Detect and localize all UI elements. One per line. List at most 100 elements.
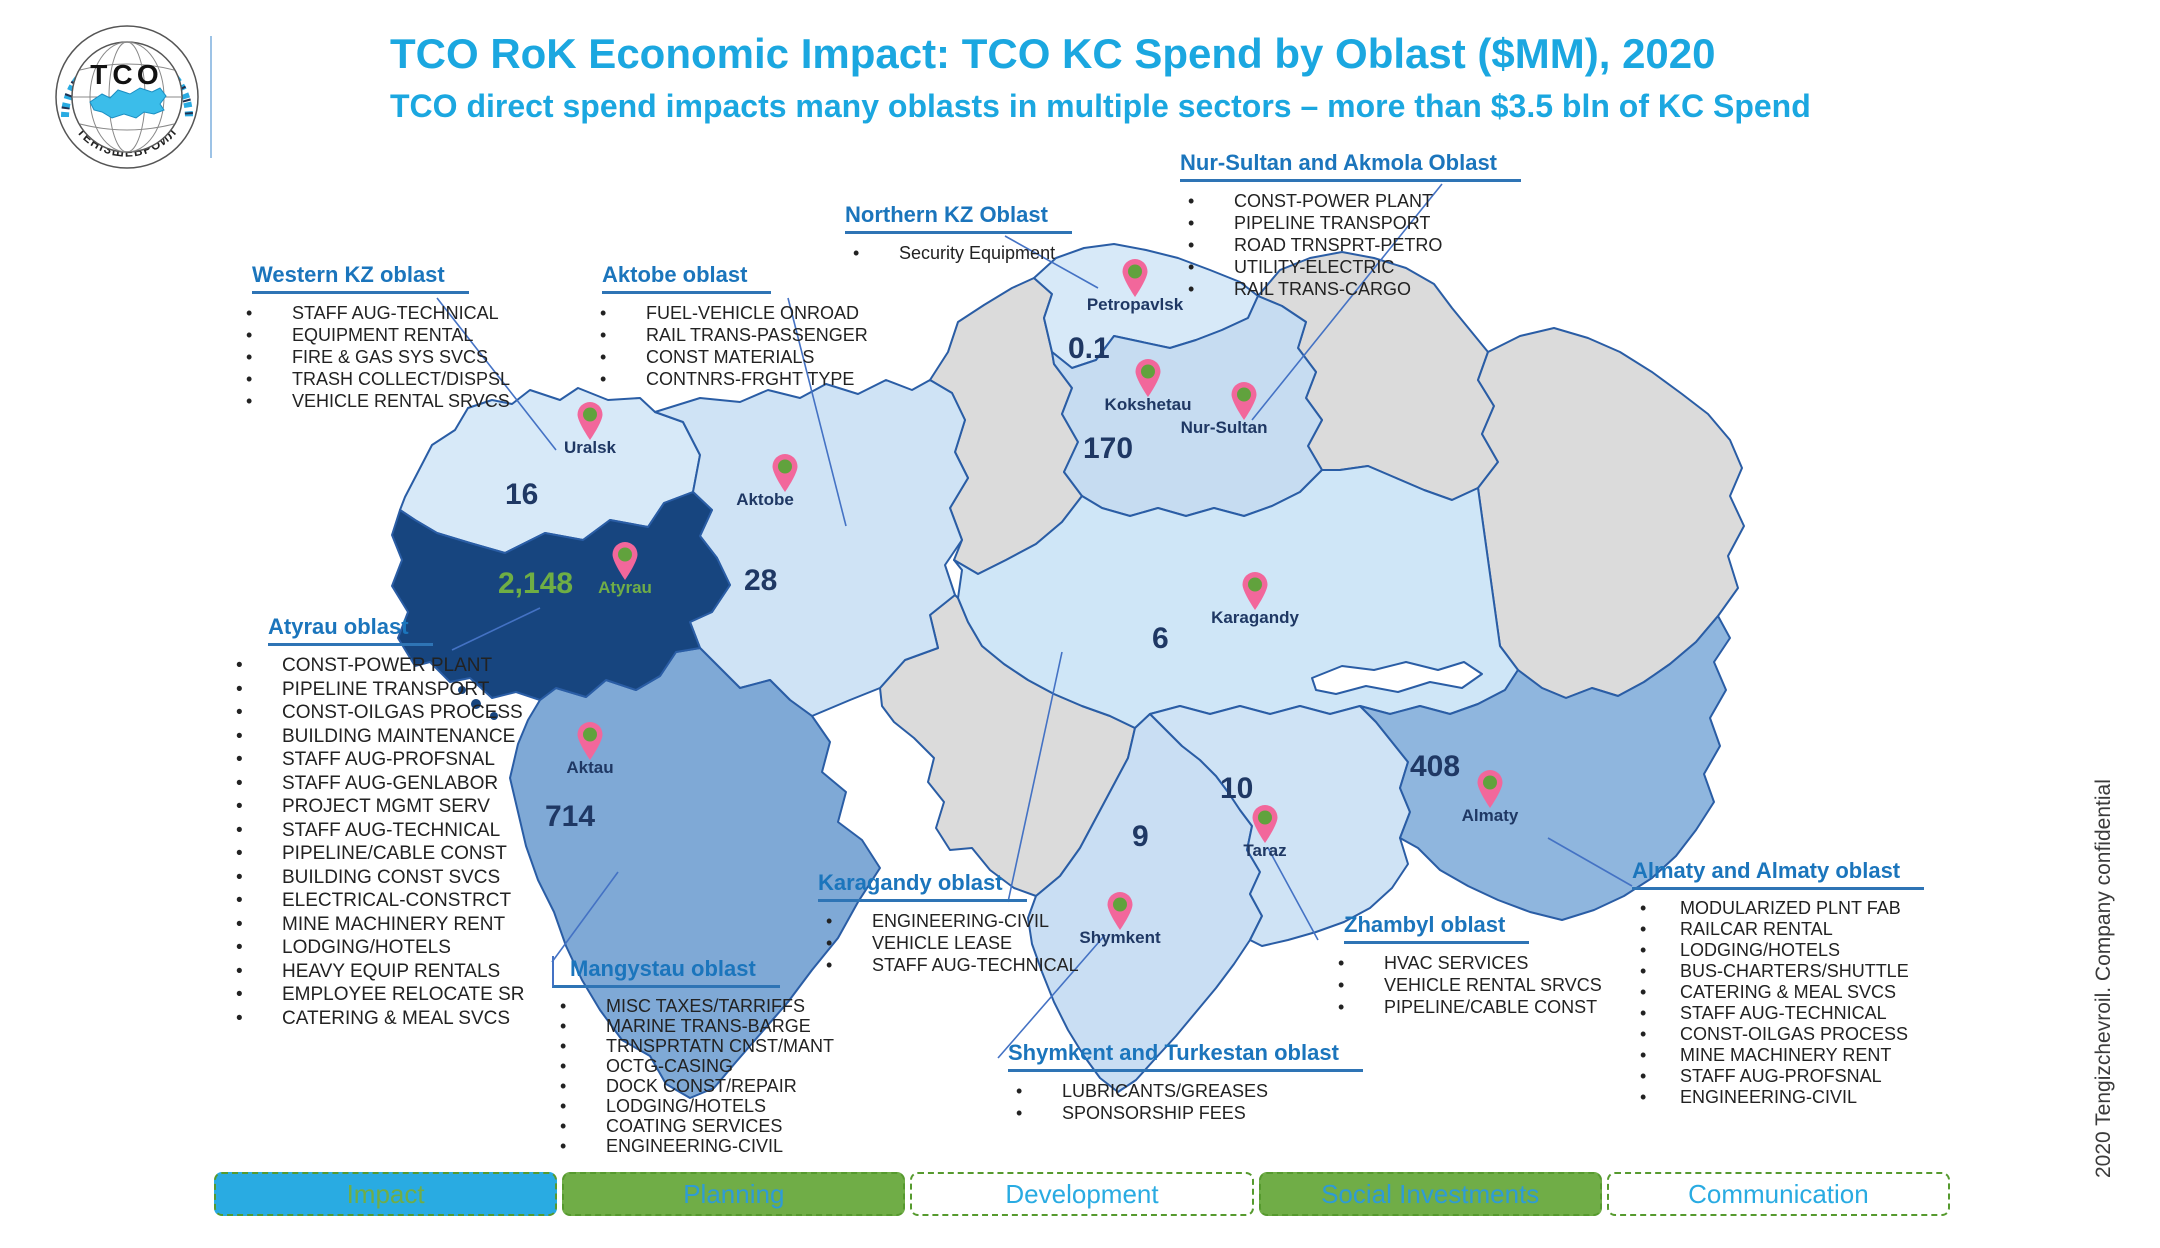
sector-item: COATING SERVICES <box>552 1116 892 1136</box>
sector-item: CONST-POWER PLANT <box>1180 190 1520 212</box>
sector-item: EMPLOYEE RELOCATE SR <box>228 983 568 1007</box>
map-pin-nur-sultan: Nur-Sultan <box>1181 381 1267 438</box>
city-label: Atyrau <box>598 578 652 597</box>
sector-item: ROAD TRNSPRT-PETRO <box>1180 234 1520 256</box>
location-pin-icon <box>577 402 603 440</box>
sector-item: RAIL TRANS-PASSENGER <box>592 324 932 346</box>
map-pin-kokshetau: Kokshetau <box>1105 358 1191 415</box>
spend-value-aktobe: 28 <box>744 564 778 597</box>
map-pin-almaty: Almaty <box>1462 769 1518 826</box>
sector-item: HVAC SERVICES <box>1330 952 1670 974</box>
sector-item: MINE MACHINERY RENT <box>1632 1045 1972 1066</box>
page-title: TCO RoK Economic Impact: TCO KC Spend by… <box>390 30 1716 77</box>
sector-item: CATERING & MEAL SVCS <box>228 1007 568 1031</box>
sector-item: MARINE TRANS-BARGE <box>552 1016 892 1036</box>
sector-item: VEHICLE LEASE <box>818 932 1158 954</box>
callout-karagandy: Karagandy oblast ENGINEERING-CIVILVEHICL… <box>818 870 1158 976</box>
tco-logo: ТЕНІЗШЕВРОЙЛ ТСО <box>55 25 199 169</box>
sector-item: STAFF AUG-TECHNICAL <box>238 302 578 324</box>
spend-value-karagandy: 6 <box>1152 622 1169 655</box>
sector-item: OCTG-CASING <box>552 1056 892 1076</box>
sector-list-mangystau: MISC TAXES/TARRIFFSMARINE TRANS-BARGETRN… <box>552 996 892 1156</box>
sector-list-western-kz: STAFF AUG-TECHNICALEQUIPMENT RENTALFIRE … <box>238 302 578 412</box>
sector-list-aktobe: FUEL-VEHICLE ONROADRAIL TRANS-PASSENGERC… <box>592 302 932 390</box>
sector-item: ENGINEERING-CIVIL <box>818 910 1158 932</box>
sector-item: LODGING/HOTELS <box>228 936 568 960</box>
logo-acronym: ТСО <box>90 59 163 90</box>
callout-title-nursultan-akmola: Nur-Sultan and Akmola Oblast <box>1180 150 1522 182</box>
callout-title-karagandy: Karagandy oblast <box>818 870 1027 902</box>
callout-title-aktobe: Aktobe oblast <box>602 262 772 294</box>
header-divider <box>210 36 212 158</box>
sector-list-northern-kz: Security Equipment <box>845 242 1185 264</box>
sector-item: CONTNRS-FRGHT TYPE <box>592 368 932 390</box>
sector-item: EQUIPMENT RENTAL <box>238 324 578 346</box>
callout-title-almaty: Almaty and Almaty oblast <box>1632 858 1925 890</box>
location-pin-icon <box>772 454 798 492</box>
map-pin-aktobe: Aktobe <box>736 453 800 510</box>
spend-value-almaty: 408 <box>1410 750 1461 783</box>
spend-value-western-kz: 16 <box>505 478 539 511</box>
confidential-note: 2020 Tengizchevroil. Company confidentia… <box>2092 779 2115 1178</box>
sector-list-shymkent-turkestan: LUBRICANTS/GREASESSPONSORSHIP FEES <box>1008 1080 1348 1124</box>
spend-value-mangystau: 714 <box>545 800 596 833</box>
map-pin-karagandy: Karagandy <box>1211 571 1299 628</box>
tab-social-investments[interactable]: Social Investments <box>1258 1172 1602 1216</box>
sector-item: ELECTRICAL-CONSTRCT <box>228 889 568 913</box>
oblast-almaty <box>1359 615 1731 921</box>
oblast-zhambyl <box>1149 705 1411 947</box>
sector-item: FIRE & GAS SYS SVCS <box>238 346 578 368</box>
sector-item: PIPELINE/CABLE CONST <box>1330 996 1670 1018</box>
tab-communication[interactable]: Communication <box>1606 1172 1951 1216</box>
sector-item: UTILITY-ELECTRIC <box>1180 256 1520 278</box>
bottom-nav: Impact Planning Development Social Inves… <box>214 1172 1951 1216</box>
sector-item: CONST-OILGAS PROCESS <box>228 701 568 725</box>
sector-item: BUS-CHARTERS/SHUTTLE <box>1632 961 1972 982</box>
sector-item: VEHICLE RENTAL SRVCS <box>1330 974 1670 996</box>
callout-zhambyl: Zhambyl oblast HVAC SERVICESVEHICLE RENT… <box>1330 912 1670 1018</box>
callout-northern-kz: Northern KZ Oblast Security Equipment <box>845 202 1185 264</box>
callout-western-kz: Western KZ oblast STAFF AUG-TECHNICALEQU… <box>238 262 578 412</box>
location-pin-icon <box>1122 259 1148 297</box>
city-label: Petropavlsk <box>1086 295 1184 314</box>
callout-title-northern-kz: Northern KZ Oblast <box>845 202 1072 234</box>
sector-item: BUILDING CONST SVCS <box>228 866 568 890</box>
sector-item: RAIL TRANS-CARGO <box>1180 278 1520 300</box>
sector-item: STAFF AUG-TECHNICAL <box>228 819 568 843</box>
city-label: Uralsk <box>564 438 616 457</box>
sector-item: RAILCAR RENTAL <box>1632 919 1972 940</box>
sector-item: CONST MATERIALS <box>592 346 932 368</box>
oblast-akmola <box>1051 295 1323 517</box>
location-pin-icon <box>1252 805 1278 843</box>
sector-item: LUBRICANTS/GREASES <box>1008 1080 1348 1102</box>
callout-atyrau: Atyrau oblast CONST-POWER PLANTPIPELINE … <box>228 614 568 1030</box>
tab-impact[interactable]: Impact <box>214 1172 558 1216</box>
sector-item: PIPELINE/CABLE CONST <box>228 842 568 866</box>
callout-mangystau: Mangystau oblast MISC TAXES/TARRIFFSMARI… <box>552 956 892 1156</box>
sector-item: SPONSORSHIP FEES <box>1008 1102 1348 1124</box>
sector-item: LODGING/HOTELS <box>552 1096 892 1116</box>
location-pin-icon <box>1135 359 1161 397</box>
spend-value-northern-kz: 0.1 <box>1068 332 1110 365</box>
map-pin-taraz: Taraz <box>1243 804 1287 861</box>
spend-value-akmola: 170 <box>1083 432 1134 465</box>
callout-aktobe: Aktobe oblast FUEL-VEHICLE ONROADRAIL TR… <box>592 262 932 390</box>
lake-balkhash <box>1311 661 1483 695</box>
sector-item: MINE MACHINERY RENT <box>228 913 568 937</box>
tab-development[interactable]: Development <box>910 1172 1254 1216</box>
callout-connector-lines <box>436 183 1633 1059</box>
sector-item: PIPELINE TRANSPORT <box>1180 212 1520 234</box>
map-pin-aktau: Aktau <box>566 721 614 778</box>
city-label: Almaty <box>1461 806 1519 825</box>
tab-planning[interactable]: Planning <box>562 1172 906 1216</box>
sector-item: PIPELINE TRANSPORT <box>228 678 568 702</box>
callout-title-western-kz: Western KZ oblast <box>252 262 469 294</box>
spend-value-atyrau: 2,148 <box>498 567 574 600</box>
location-pin-icon <box>1107 892 1133 930</box>
city-label: Karagandy <box>1211 608 1299 627</box>
callout-almaty: Almaty and Almaty oblast MODULARIZED PLN… <box>1632 858 1972 1108</box>
callout-shymkent-turkestan: Shymkent and Turkestan oblast LUBRICANTS… <box>1008 1040 1363 1124</box>
city-label: Nur-Sultan <box>1180 418 1268 437</box>
sector-item: DOCK CONST/REPAIR <box>552 1076 892 1096</box>
